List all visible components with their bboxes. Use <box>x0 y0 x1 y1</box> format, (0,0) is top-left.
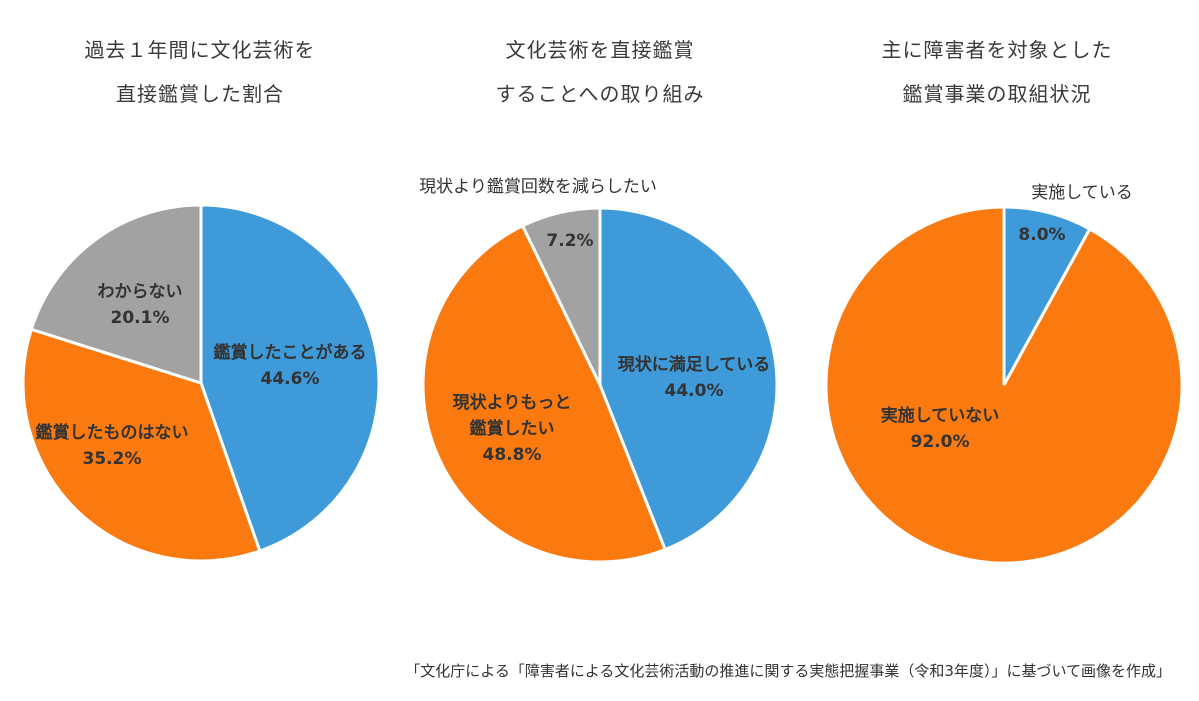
pie-2-slice-3 <box>520 206 602 386</box>
pie-2-slice-2-label-line-1: 現状よりもっと <box>453 392 572 413</box>
pie-chart-3: 実施している 8.0% 実施していない 92.0% <box>824 183 1184 565</box>
pie-1-slice-2 <box>21 327 262 563</box>
pie-1-slice-2-value: 35.2% <box>83 449 142 469</box>
chart-3-title-line-1: 主に障害者を対象とした <box>881 38 1113 62</box>
pie-2-slice-1-label: 現状に満足している <box>618 354 771 375</box>
pie-chart-1: 鑑賞したことがある 44.6% 鑑賞したものはない 35.2% わからない 20.1% <box>21 203 381 563</box>
pie-1-slice-3-label: わからない <box>98 282 183 302</box>
pie-1-slice-1-label: 鑑賞したことがある <box>214 342 367 363</box>
chart-1-title-line-2: 直接鑑賞した割合 <box>116 82 284 106</box>
pie-3-slice-1-label: 実施している <box>1031 183 1133 203</box>
pie-2-slice-2 <box>421 223 668 564</box>
chart-3-title-line-2: 鑑賞事業の取組状況 <box>902 82 1092 106</box>
pie-2-slice-1 <box>598 206 779 552</box>
pie-1-slice-1-value: 44.6% <box>261 369 320 389</box>
pie-1-slice-2-label: 鑑賞したものはない <box>36 422 189 443</box>
pie-2-slice-1-value: 44.0% <box>665 381 724 401</box>
chart-2-title-line-2: することへの取り組み <box>495 82 705 106</box>
pie-3-slice-2 <box>824 205 1184 565</box>
pie-1-slice-3 <box>29 203 203 386</box>
pie-2-slice-3-value: 7.2% <box>546 231 593 251</box>
pie-2-slice-2-value: 48.8% <box>483 445 542 465</box>
pie-3-slice-1 <box>1002 205 1092 386</box>
source-note: 「文化庁による「障害者による文化芸術活動の推進に関する実態把握事業（令和3年度）… <box>405 662 1171 680</box>
chart-2-title-line-1: 文化芸術を直接鑑賞 <box>505 38 695 62</box>
pie-3-slice-2-value: 92.0% <box>911 432 970 452</box>
chart-1-title: 過去１年間に文化芸術を 直接鑑賞した割合 <box>35 28 365 116</box>
pie-3-slice-1-value: 8.0% <box>1018 225 1065 245</box>
pie-2-slice-3-label: 現状より鑑賞回数を減らしたい <box>419 177 657 197</box>
chart-2-title: 文化芸術を直接鑑賞 することへの取り組み <box>435 28 765 116</box>
pie-1-slice-3-value: 20.1% <box>111 308 170 328</box>
chart-3-title: 主に障害者を対象とした 鑑賞事業の取組状況 <box>832 28 1162 116</box>
pie-3-slice-2-label: 実施していない <box>881 405 1000 426</box>
chart-1-title-line-1: 過去１年間に文化芸術を <box>84 38 316 62</box>
pie-2-slice-2-label-line-2: 鑑賞したい <box>470 418 555 439</box>
pie-1-slice-1 <box>199 203 381 553</box>
